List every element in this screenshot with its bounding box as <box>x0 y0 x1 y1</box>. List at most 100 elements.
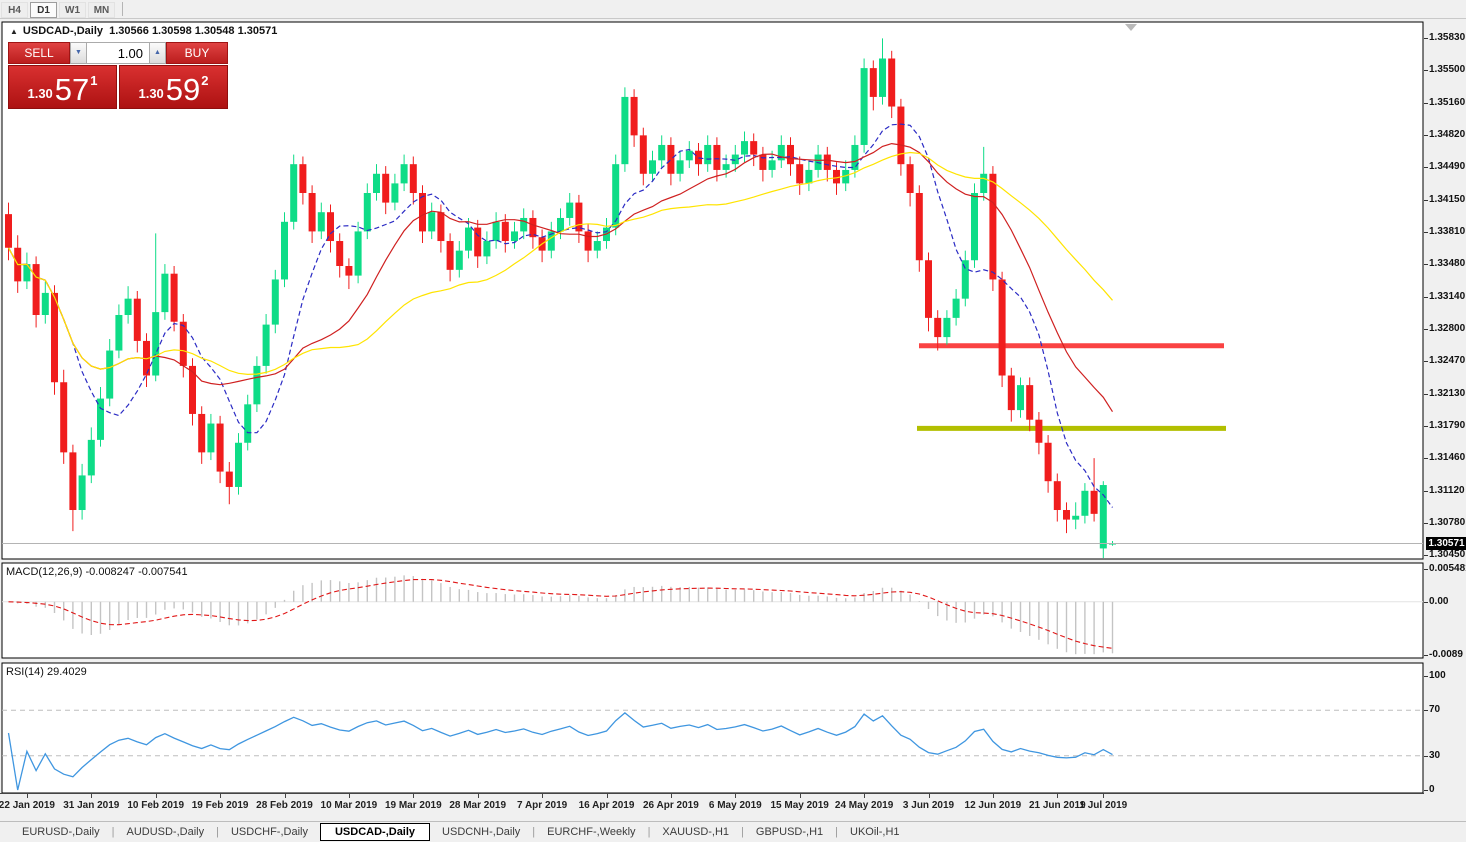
price-axis-label: 1.31120 <box>1429 484 1465 496</box>
price-axis-label: 1.30450 <box>1429 549 1466 561</box>
macd-axis-label: -0.0089 <box>1429 649 1463 660</box>
date-label: 10 Mar 2019 <box>320 800 378 811</box>
date-label: 21 Jun 2019 <box>1028 800 1086 811</box>
date-tick <box>1103 793 1105 798</box>
rsi-axis-label-tick <box>1424 790 1428 791</box>
price-axis-label-tick <box>1424 38 1428 40</box>
time-axis-line <box>0 793 1424 794</box>
macd-pane[interactable] <box>1 562 1424 659</box>
symbol-label: USDCAD-,Daily <box>22 25 103 37</box>
price-axis-label-tick <box>1424 426 1428 428</box>
tab-separator: | <box>647 826 651 838</box>
date-tick <box>864 793 866 798</box>
date-label: 28 Feb 2019 <box>256 800 313 811</box>
price-axis-label-tick <box>1424 555 1428 557</box>
macd-axis-label: 0.005481 <box>1429 563 1466 574</box>
date-label: 28 Mar 2019 <box>449 800 507 811</box>
price-axis-label: 1.33810 <box>1429 226 1466 238</box>
date-label: 22 Jan 2019 <box>0 800 55 811</box>
date-tick <box>606 793 608 798</box>
date-label: 16 Apr 2019 <box>578 800 635 811</box>
price-axis-label-tick <box>1424 523 1428 525</box>
date-tick <box>992 793 994 798</box>
tab-separator: | <box>741 826 744 838</box>
volume-input[interactable] <box>87 42 149 64</box>
sell-price-display[interactable]: 1.30 57 1 <box>8 65 117 109</box>
date-label: 6 May 2019 <box>708 800 762 811</box>
tab-separator: | <box>216 826 219 838</box>
date-tick <box>348 793 350 798</box>
rsi-axis-label: 100 <box>1429 670 1446 681</box>
buy-price-display[interactable]: 1.30 59 2 <box>119 65 228 109</box>
chart-canvas[interactable] <box>0 0 1424 820</box>
sell-price-big: 57 <box>54 72 90 107</box>
price-axis-label: 1.33480 <box>1429 258 1466 270</box>
date-tick <box>155 793 157 798</box>
rsi-label: RSI(14) 29.4029 <box>6 666 87 678</box>
date-tick <box>26 793 28 798</box>
buy-button[interactable]: BUY <box>166 42 228 64</box>
timeframe-button-w1[interactable]: W1 <box>59 2 86 18</box>
chart-tab-usdcad-daily[interactable]: USDCAD-,Daily <box>319 823 431 841</box>
price-axis-label: 1.33140 <box>1429 290 1466 302</box>
date-label: 10 Feb 2019 <box>127 800 185 811</box>
timeframe-button-mn[interactable]: MN <box>88 2 115 18</box>
price-axis-label-tick <box>1424 199 1428 201</box>
ma-34-line[interactable] <box>7 151 1113 376</box>
buy-price-sup: 2 <box>201 73 209 88</box>
sell-price-sup: 1 <box>90 73 98 88</box>
chart-tab-usdcnh-daily[interactable]: USDCNH-,Daily <box>442 826 521 838</box>
chart-tab-eurusd-daily[interactable]: EURUSD-,Daily <box>22 826 100 838</box>
sell-button[interactable]: SELL <box>8 42 70 64</box>
date-tick <box>670 793 672 798</box>
date-tick <box>542 793 544 798</box>
price-axis-label: 1.31460 <box>1429 452 1466 464</box>
tab-separator: | <box>111 826 115 838</box>
date-tick <box>220 793 222 798</box>
price-axis-label-tick <box>1424 70 1428 72</box>
macd-axis-label-tick <box>1424 601 1428 603</box>
scroll-marker-icon[interactable] <box>1125 24 1137 31</box>
rsi-axis-label: 70 <box>1429 704 1441 716</box>
chart-title: ▲ USDCAD-,Daily 1.30566 1.30598 1.30548 1… <box>10 25 277 37</box>
chart-tab-eurchf-weekly[interactable]: EURCHF-,Weekly <box>547 826 636 838</box>
date-label: 31 Jan 2019 <box>63 800 120 811</box>
date-tick <box>928 793 930 798</box>
volume-decrease-button[interactable]: ▼ <box>70 42 87 64</box>
collapse-trade-panel-icon[interactable]: ▲ <box>10 27 18 36</box>
timeframe-button-h4[interactable]: H4 <box>1 2 28 18</box>
ohlc-readout: 1.30566 1.30598 1.30548 1.30571 <box>109 25 278 37</box>
date-tick <box>477 793 479 798</box>
timeframe-button-d1[interactable]: D1 <box>30 2 57 18</box>
price-axis[interactable]: 1.35830 1.35500 1.35160 1.34820 1.34490 1.341… <box>1424 19 1466 795</box>
price-axis-label-tick <box>1424 135 1428 137</box>
ma-17-line[interactable] <box>7 142 1114 413</box>
volume-increase-button[interactable]: ▲ <box>149 42 166 64</box>
date-tick <box>735 793 737 798</box>
price-axis-label: 1.34490 <box>1429 161 1466 173</box>
current-price-tag: 1.30571 <box>1426 536 1466 550</box>
chart-tab-ukoil-h1[interactable]: UKOil-,H1 <box>850 826 900 838</box>
chart-tab-audusd-daily[interactable]: AUDUSD-,Daily <box>126 826 205 838</box>
candles <box>5 38 1116 559</box>
macd-axis-label-tick <box>1424 569 1428 570</box>
macd-axis-label-tick <box>1424 655 1428 656</box>
rsi-axis-label-tick <box>1424 676 1428 677</box>
price-axis-label-tick <box>1424 361 1428 363</box>
chart-tab-usdchf-daily[interactable]: USDCHF-,Daily <box>230 826 308 838</box>
date-label: 12 Jun 2019 <box>964 800 1022 811</box>
date-label: 15 May 2019 <box>770 800 829 811</box>
time-axis[interactable]: 22 Jan 2019 31 Jan 2019 10 Feb 2019 19 Feb … <box>0 793 1424 819</box>
chart-tab-xauusd-h1[interactable]: XAUUSD-,H1 <box>662 826 730 838</box>
chart-tab-gbpusd-h1[interactable]: GBPUSD-,H1 <box>755 826 824 838</box>
price-axis-label: 1.30780 <box>1429 517 1466 529</box>
macd-signal-line <box>8 578 1113 649</box>
rsi-axis-label-tick <box>1424 755 1428 757</box>
price-axis-label-tick <box>1424 490 1428 492</box>
macd-label: MACD(12,26,9) -0.008247 -0.007541 <box>6 566 188 578</box>
date-label: 26 Apr 2019 <box>643 800 699 811</box>
rsi-pane[interactable] <box>1 662 1424 794</box>
rsi-line <box>7 712 1113 791</box>
